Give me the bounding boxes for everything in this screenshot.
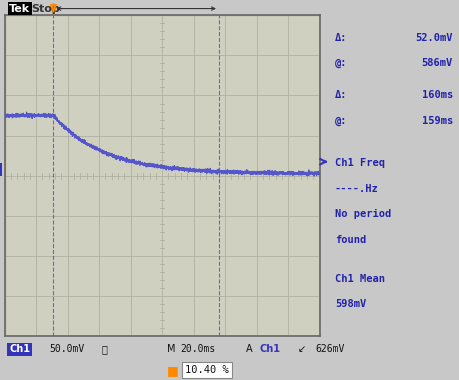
Text: 10.40 %: 10.40 % — [185, 365, 228, 375]
Text: 乃: 乃 — [101, 344, 107, 355]
Text: Δ:: Δ: — [334, 33, 347, 43]
Text: 159ms: 159ms — [420, 116, 452, 126]
Text: 586mV: 586mV — [420, 59, 452, 68]
Text: Stop: Stop — [31, 3, 60, 14]
Text: T: T — [50, 4, 56, 13]
Text: @:: @: — [334, 59, 347, 68]
Text: 626mV: 626mV — [315, 344, 344, 355]
Text: 52.0mV: 52.0mV — [414, 33, 452, 43]
Text: ----.Hz: ----.Hz — [334, 184, 378, 193]
Text: Δ:: Δ: — [334, 90, 347, 100]
Text: A: A — [245, 344, 252, 355]
Text: @:: @: — [334, 116, 347, 126]
Text: ■: ■ — [167, 364, 178, 377]
Text: 50.0mV: 50.0mV — [50, 344, 85, 355]
Text: Tek: Tek — [9, 3, 30, 14]
Text: Ch1: Ch1 — [9, 344, 30, 355]
Text: Ch1 Mean: Ch1 Mean — [334, 274, 384, 283]
Text: 160ms: 160ms — [420, 90, 452, 100]
Text: Ch1 Freq: Ch1 Freq — [334, 158, 384, 168]
Text: 598mV: 598mV — [334, 299, 365, 309]
Text: found: found — [334, 235, 365, 245]
Text: Ch1: Ch1 — [259, 344, 280, 355]
Text: No period: No period — [334, 209, 390, 219]
Text: M: M — [167, 344, 175, 355]
Text: ↙: ↙ — [297, 344, 305, 355]
Text: 20.0ms: 20.0ms — [180, 344, 215, 355]
